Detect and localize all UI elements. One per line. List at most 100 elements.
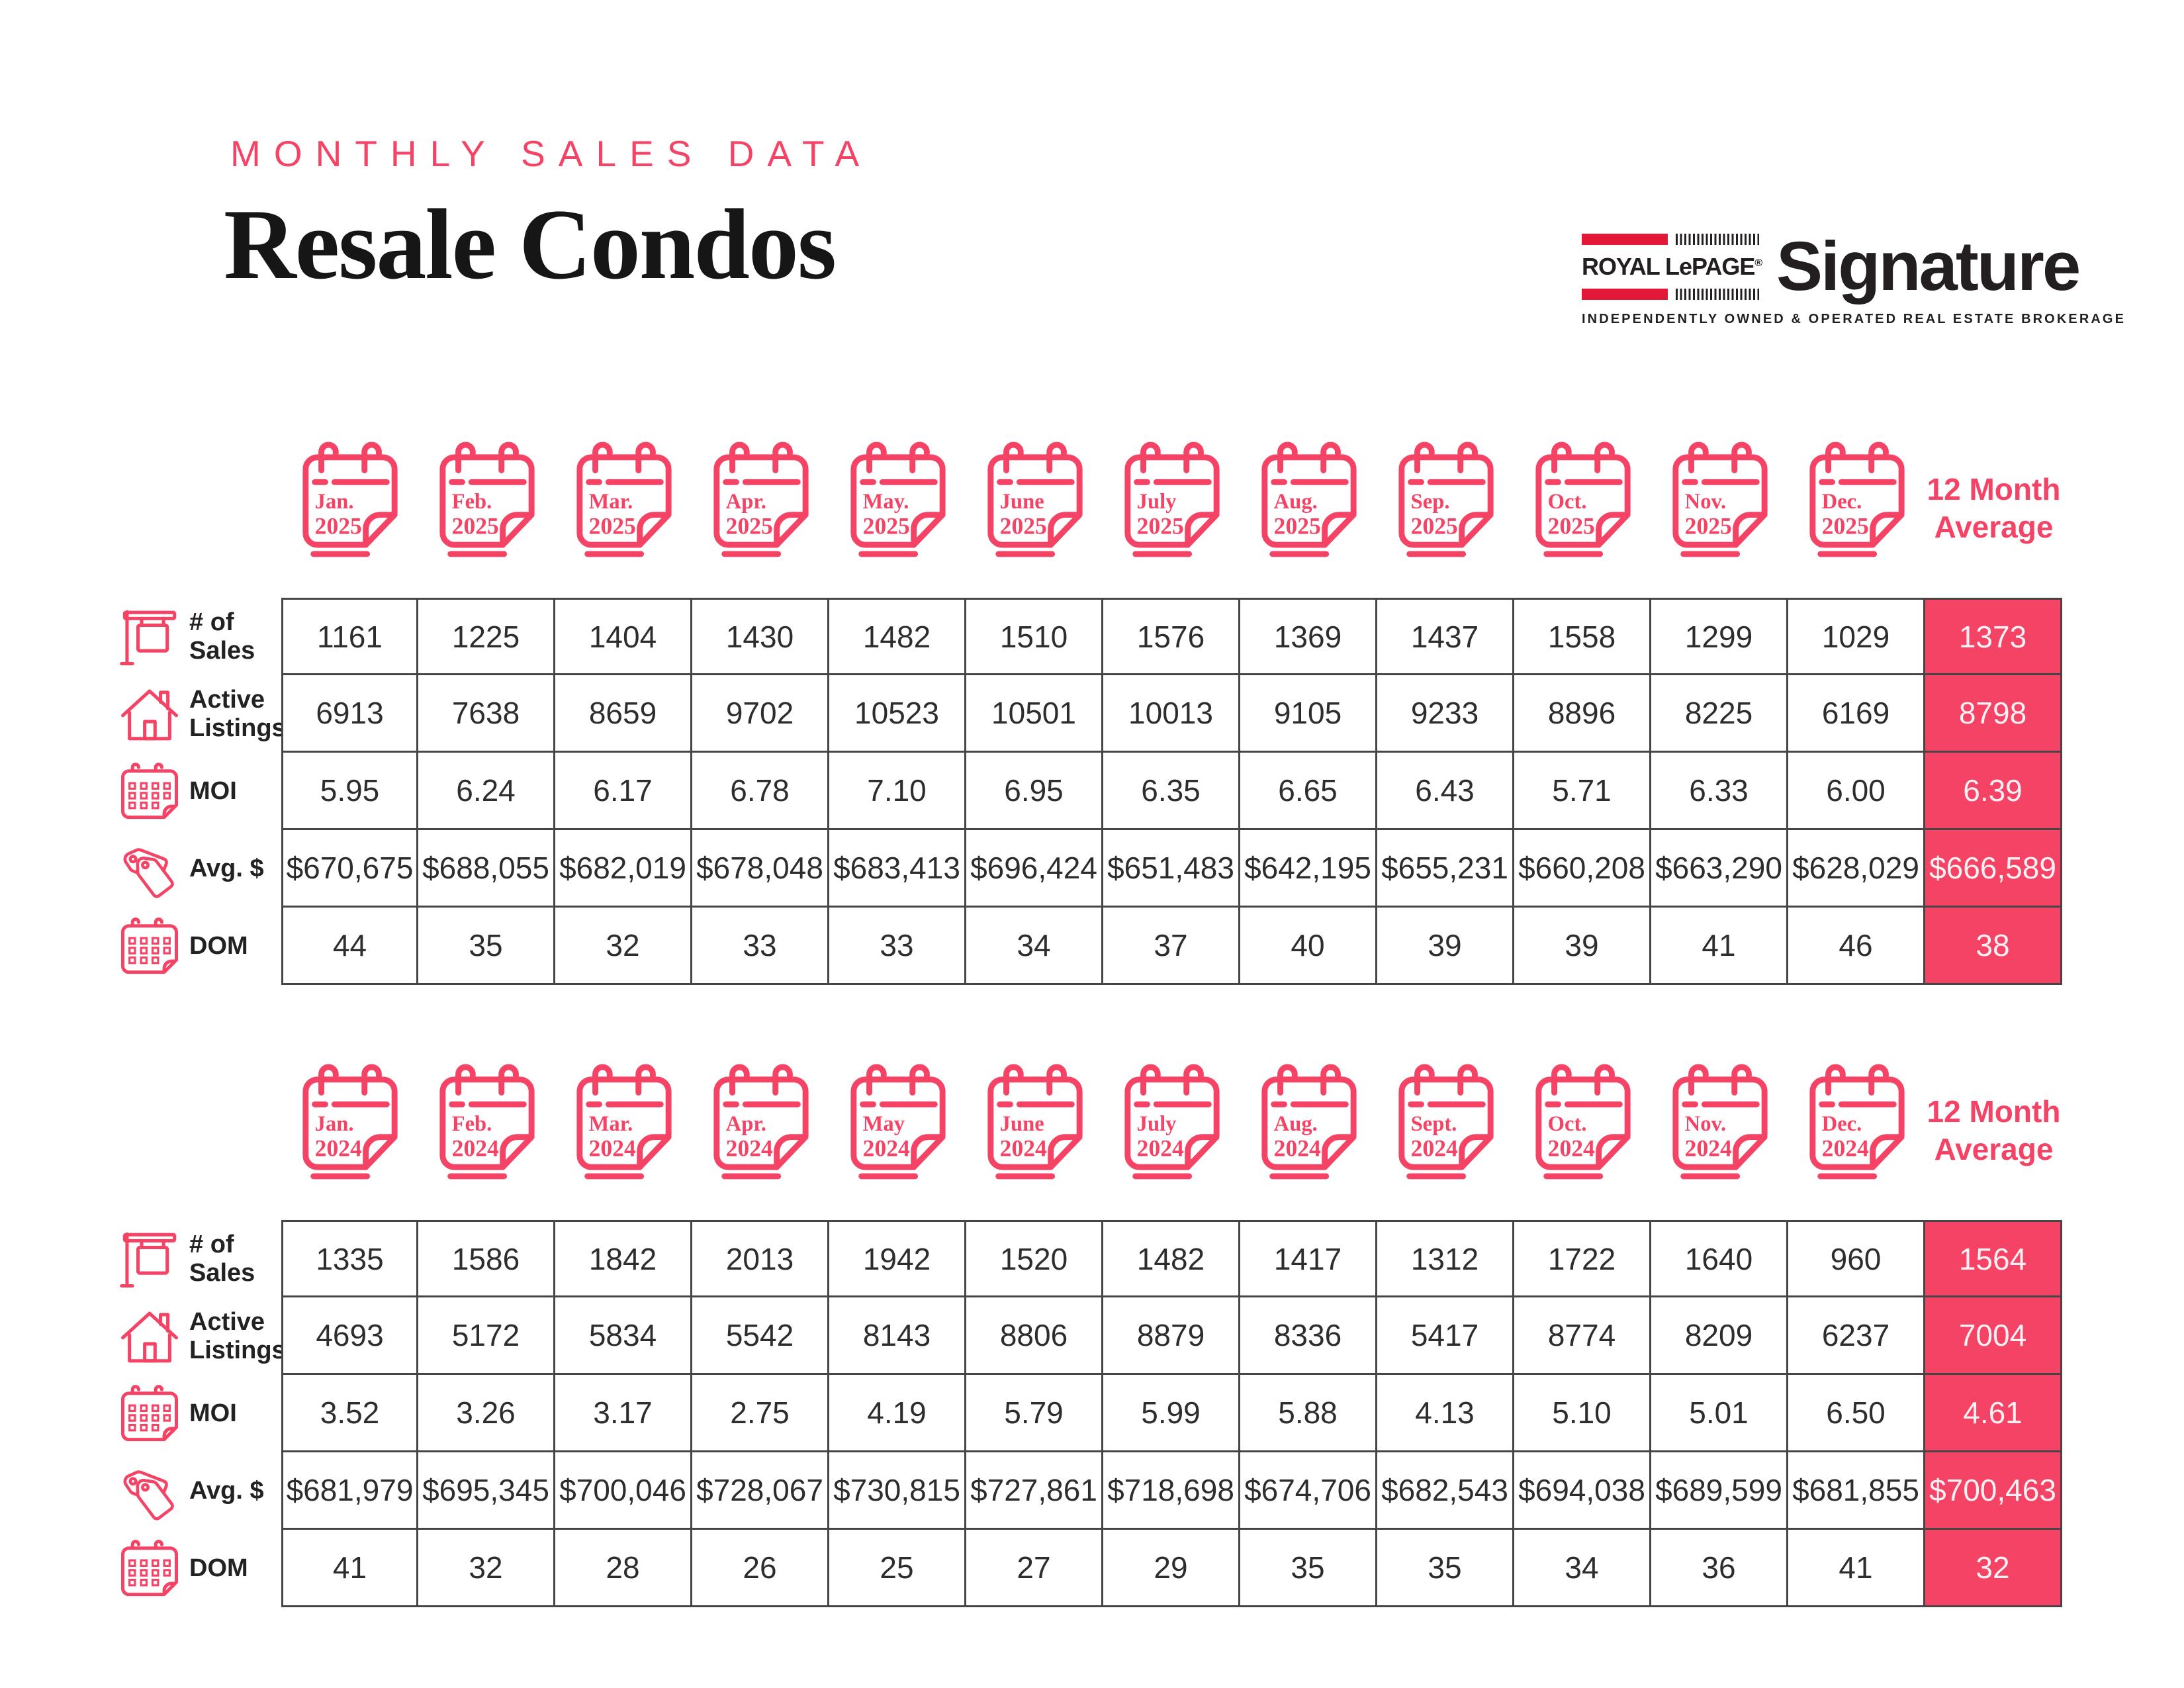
svg-text:2025: 2025 — [1410, 512, 1457, 539]
table-cell: 8225 — [1651, 675, 1788, 753]
eyebrow-monthly-sales-data: MONTHLY SALES DATA — [230, 133, 873, 174]
table-cell: 26 — [692, 1530, 829, 1607]
sales-table-2024: Jan. 2024 Feb. 2024 Mar. 2024 Apr. 2024 May 2024 J… — [119, 1056, 2062, 1607]
house-icon — [119, 684, 180, 745]
table-cell: $728,067 — [692, 1452, 829, 1530]
table-cell: 41 — [1788, 1530, 1925, 1607]
table-cell: 2.75 — [692, 1375, 829, 1452]
table-cell: 32 — [555, 908, 692, 985]
row-label: Avg. $ — [189, 1477, 264, 1505]
calendar-month-cell: Feb. 2025 — [418, 434, 555, 561]
table-cell: $681,979 — [281, 1452, 418, 1530]
calendar-month-cell: Jan. 2025 — [281, 434, 418, 561]
table-cell: 1299 — [1651, 598, 1788, 675]
row-label: # of Sales — [189, 608, 255, 665]
calendar-icon: Feb.2024 — [439, 1064, 535, 1180]
average-cell: 32 — [1925, 1530, 2062, 1607]
calendar-icon: Sep.2025 — [1398, 442, 1494, 557]
calendar-icon: Nov.2025 — [1672, 442, 1768, 557]
logo-top-row: ROYAL LePAGE® Signature — [1582, 232, 2088, 301]
table-cell: $674,706 — [1240, 1452, 1377, 1530]
svg-text:2024: 2024 — [1684, 1135, 1731, 1161]
svg-text:2024: 2024 — [1821, 1135, 1868, 1161]
table-cell: 3.26 — [418, 1375, 555, 1452]
calendar-grid-icon — [119, 1383, 180, 1444]
row-label-cell: # of Sales — [119, 1220, 281, 1297]
table-cell: 1437 — [1377, 598, 1514, 675]
table-cell: 5172 — [418, 1297, 555, 1375]
table-cell: 6.35 — [1103, 753, 1240, 830]
svg-text:2024: 2024 — [1547, 1135, 1594, 1161]
table-cell: 41 — [1651, 908, 1788, 985]
table-cell: $682,019 — [555, 830, 692, 908]
brand-text: ROYAL LePAGE — [1582, 252, 1755, 280]
table-cell: $681,855 — [1788, 1452, 1925, 1530]
calendar-month-cell: Nov. 2025 — [1651, 434, 1788, 561]
row-label: DOM — [189, 932, 248, 961]
table-cell: 10013 — [1103, 675, 1240, 753]
table-cell: 1312 — [1377, 1220, 1514, 1297]
table-cell: 1510 — [966, 598, 1103, 675]
table-cell: 8774 — [1514, 1297, 1651, 1375]
table-cell: 33 — [829, 908, 966, 985]
row-label-cell: # of Sales — [119, 598, 281, 675]
row-label-cell: Active Listings — [119, 1297, 286, 1375]
table-cell: 39 — [1377, 908, 1514, 985]
table-cell: $683,413 — [829, 830, 966, 908]
table-cell: 5834 — [555, 1297, 692, 1375]
table-cell: 1722 — [1514, 1220, 1651, 1297]
signature-wordmark: Signature — [1776, 228, 2081, 305]
table-cell: 41 — [281, 1530, 418, 1607]
row-label-cell: Active Listings — [119, 675, 286, 753]
table-cell: 1520 — [966, 1220, 1103, 1297]
table-cell: 1586 — [418, 1220, 555, 1297]
svg-text:Feb.: Feb. — [451, 1112, 492, 1136]
table-cell: 8806 — [966, 1297, 1103, 1375]
average-cell: 38 — [1925, 908, 2062, 985]
table-cell: 5417 — [1377, 1297, 1514, 1375]
table-cell: 2013 — [692, 1220, 829, 1297]
row-label: Active Listings — [189, 1307, 286, 1364]
svg-text:2025: 2025 — [1547, 512, 1594, 539]
svg-text:Feb.: Feb. — [451, 490, 492, 514]
svg-text:2024: 2024 — [1410, 1135, 1457, 1161]
average-cell: 1564 — [1925, 1220, 2062, 1297]
calendar-grid-icon — [119, 916, 180, 977]
table-cell: $651,483 — [1103, 830, 1240, 908]
svg-text:2024: 2024 — [451, 1135, 498, 1161]
calendar-icon: Mar.2025 — [576, 442, 672, 557]
table-cell: $628,029 — [1788, 830, 1925, 908]
calendar-month-cell: Nov. 2024 — [1651, 1056, 1788, 1183]
table-cell: 35 — [418, 908, 555, 985]
table-cell: $696,424 — [966, 830, 1103, 908]
average-cell: $700,463 — [1925, 1452, 2062, 1530]
table-cell: 6.43 — [1377, 753, 1514, 830]
table-cell: 7.10 — [829, 753, 966, 830]
table-cell: 10501 — [966, 675, 1103, 753]
data-grid: # of Sales 1161 1225 1404 1430 1482 1510 1576 13… — [119, 598, 2062, 985]
average-cell: 6.39 — [1925, 753, 2062, 830]
logo-stripes — [1676, 288, 1759, 300]
calendar-month-cell: Apr. 2024 — [692, 1056, 829, 1183]
royal-lepage-block: ROYAL LePAGE® — [1582, 233, 1762, 300]
sale-sign-icon — [119, 1229, 180, 1289]
svg-text:Mar.: Mar. — [588, 490, 633, 514]
table-cell: 9105 — [1240, 675, 1377, 753]
average-cell: 4.61 — [1925, 1375, 2062, 1452]
table-cell: 1640 — [1651, 1220, 1788, 1297]
table-cell: 5.10 — [1514, 1375, 1651, 1452]
table-cell: 1576 — [1103, 598, 1240, 675]
table-cell: 3.17 — [555, 1375, 692, 1452]
svg-text:2024: 2024 — [725, 1135, 772, 1161]
table-cell: 5.95 — [281, 753, 418, 830]
svg-text:June: June — [999, 1112, 1044, 1136]
svg-text:2025: 2025 — [451, 512, 498, 539]
svg-text:Apr.: Apr. — [725, 1112, 766, 1136]
table-cell: 6.17 — [555, 753, 692, 830]
calendar-month-cell: May. 2025 — [829, 434, 966, 561]
table-cell: 6.95 — [966, 753, 1103, 830]
svg-text:Dec.: Dec. — [1821, 490, 1862, 514]
table-cell: 8336 — [1240, 1297, 1377, 1375]
